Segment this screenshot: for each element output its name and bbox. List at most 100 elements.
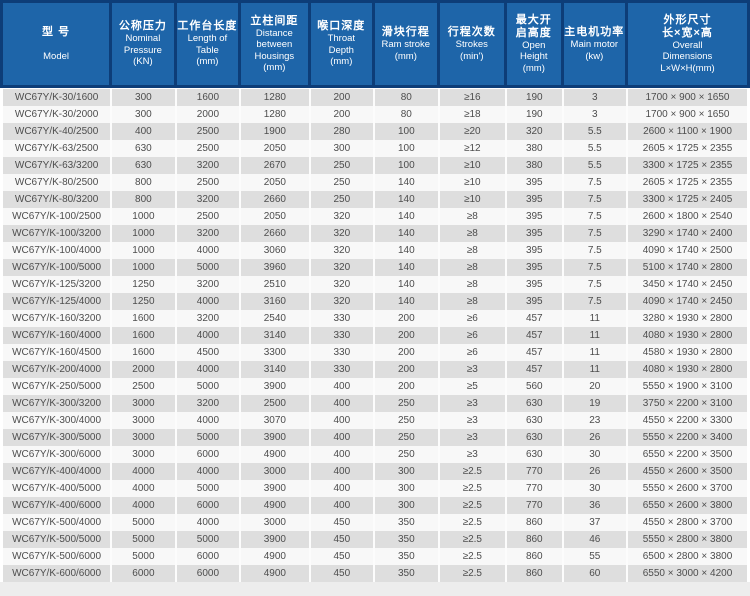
cell-throat-depth: 250 <box>310 191 376 208</box>
cell-open-height: 860 <box>507 531 564 548</box>
cell-open-height: 380 <box>507 157 564 174</box>
cell-nominal-pressure: 400 <box>112 123 177 140</box>
cell-open-height: 395 <box>507 191 564 208</box>
cell-strokes: ≥8 <box>439 276 508 293</box>
cell-ram-stroke: 350 <box>375 565 440 582</box>
cell-strokes: ≥8 <box>439 259 508 276</box>
cell-strokes: ≥3 <box>439 446 508 463</box>
table-row: WC67Y/K-100/2500 1000 2500 2050 320 140 ≥8 395 7… <box>3 208 747 225</box>
cell-table-length: 5000 <box>176 259 242 276</box>
cell-nominal-pressure: 5000 <box>112 514 177 531</box>
cell-nominal-pressure: 3000 <box>112 395 177 412</box>
cell-main-motor: 3 <box>563 89 629 106</box>
cell-nominal-pressure: 1000 <box>112 225 177 242</box>
header-cell-main-motor: 主电机功率 Main motor (kw) <box>563 3 629 85</box>
cell-overall-dimensions: 5550 × 1900 × 3100 <box>628 378 747 395</box>
header-label-en: Distance <box>255 27 293 39</box>
cell-overall-dimensions: 5550 × 2800 × 3800 <box>628 531 747 548</box>
cell-ram-stroke: 200 <box>375 344 440 361</box>
cell-main-motor: 7.5 <box>563 293 629 310</box>
cell-model: WC67Y/K-500/5000 <box>3 531 113 548</box>
header-label-en: (mm) <box>522 62 545 74</box>
cell-table-length: 3200 <box>176 310 242 327</box>
table-row: WC67Y/K-300/6000 3000 6000 4900 400 250 ≥3 630 3… <box>3 446 747 463</box>
header-label-en: Table <box>196 44 219 56</box>
cell-ram-stroke: 350 <box>375 548 440 565</box>
header-cell-open-height: 最大开 启高度 Open Height (mm) <box>507 3 564 85</box>
header-label-en: L×W×H(mm) <box>660 62 715 74</box>
cell-main-motor: 55 <box>563 548 629 565</box>
cell-table-length: 3200 <box>176 395 242 412</box>
cell-ram-stroke: 80 <box>375 106 440 123</box>
cell-main-motor: 5.5 <box>563 123 629 140</box>
cell-housing-distance: 1280 <box>241 89 311 106</box>
cell-strokes: ≥3 <box>439 361 508 378</box>
cell-main-motor: 7.5 <box>563 259 629 276</box>
cell-ram-stroke: 200 <box>375 378 440 395</box>
cell-model: WC67Y/K-400/4000 <box>3 463 113 480</box>
cell-table-length: 4000 <box>176 293 242 310</box>
header-label-en: (KN) <box>133 56 153 68</box>
cell-housing-distance: 1900 <box>241 123 311 140</box>
cell-throat-depth: 320 <box>310 225 376 242</box>
cell-housing-distance: 3060 <box>241 242 311 259</box>
cell-throat-depth: 400 <box>310 412 376 429</box>
cell-overall-dimensions: 6550 × 2600 × 3800 <box>628 497 747 514</box>
cell-strokes: ≥3 <box>439 429 508 446</box>
cell-nominal-pressure: 630 <box>112 140 177 157</box>
table-row: WC67Y/K-100/5000 1000 5000 3960 320 140 ≥8 395 7… <box>3 259 747 276</box>
cell-strokes: ≥16 <box>439 89 508 106</box>
table-row: WC67Y/K-600/6000 6000 6000 4900 450 350 ≥2.5 86… <box>3 565 747 582</box>
table-row: WC67Y/K-500/4000 5000 4000 3000 450 350 ≥2.5 86… <box>3 514 747 531</box>
cell-housing-distance: 2540 <box>241 310 311 327</box>
header-label-en: Strokes <box>455 39 488 50</box>
cell-throat-depth: 400 <box>310 378 376 395</box>
cell-throat-depth: 450 <box>310 531 376 548</box>
cell-model: WC67Y/K-100/4000 <box>3 242 113 259</box>
cell-open-height: 770 <box>507 497 564 514</box>
cell-table-length: 5000 <box>176 480 242 497</box>
cell-housing-distance: 4900 <box>241 446 311 463</box>
cell-strokes: ≥10 <box>439 191 508 208</box>
cell-model: WC67Y/K-63/2500 <box>3 140 113 157</box>
cell-nominal-pressure: 300 <box>112 106 177 123</box>
cell-model: WC67Y/K-80/3200 <box>3 191 113 208</box>
table-row: WC67Y/K-300/3200 3000 3200 2500 400 250 ≥3 630 1… <box>3 395 747 412</box>
cell-ram-stroke: 250 <box>375 446 440 463</box>
cell-ram-stroke: 140 <box>375 276 440 293</box>
cell-housing-distance: 1280 <box>241 106 311 123</box>
cell-open-height: 395 <box>507 174 564 191</box>
cell-main-motor: 30 <box>563 446 629 463</box>
table-row: WC67Y/K-30/2000 300 2000 1280 200 80 ≥18 190 3 17… <box>3 106 747 123</box>
header-label-en: Main motor <box>570 39 619 50</box>
cell-overall-dimensions: 4580 × 1930 × 2800 <box>628 344 747 361</box>
cell-strokes: ≥10 <box>439 157 508 174</box>
cell-strokes: ≥3 <box>439 412 508 429</box>
cell-overall-dimensions: 4550 × 2800 × 3700 <box>628 514 747 531</box>
header-label-cn: 立柱间距 <box>250 14 299 27</box>
cell-main-motor: 5.5 <box>563 157 629 174</box>
header-cell-nominal-pressure: 公称压力 Nominal Pressure (KN) <box>112 3 177 85</box>
table-row: WC67Y/K-400/5000 4000 5000 3900 400 300 ≥2.5 77… <box>3 480 747 497</box>
header-label-en: Ram stroke <box>381 39 431 50</box>
cell-open-height: 860 <box>507 565 564 582</box>
cell-throat-depth: 400 <box>310 395 376 412</box>
cell-model: WC67Y/K-125/3200 <box>3 276 113 293</box>
cell-open-height: 630 <box>507 429 564 446</box>
cell-open-height: 560 <box>507 378 564 395</box>
cell-overall-dimensions: 3450 × 1740 × 2450 <box>628 276 747 293</box>
cell-overall-dimensions: 4090 × 1740 × 2450 <box>628 293 747 310</box>
cell-table-length: 5000 <box>176 531 242 548</box>
cell-strokes: ≥6 <box>439 344 508 361</box>
cell-ram-stroke: 140 <box>375 259 440 276</box>
cell-table-length: 1600 <box>176 89 242 106</box>
table-row: WC67Y/K-125/3200 1250 3200 2510 320 140 ≥8 395 7… <box>3 276 747 293</box>
cell-open-height: 395 <box>507 276 564 293</box>
cell-main-motor: 3 <box>563 106 629 123</box>
cell-table-length: 4000 <box>176 242 242 259</box>
cell-housing-distance: 3000 <box>241 463 311 480</box>
cell-main-motor: 11 <box>563 310 629 327</box>
cell-housing-distance: 4900 <box>241 548 311 565</box>
cell-open-height: 457 <box>507 344 564 361</box>
